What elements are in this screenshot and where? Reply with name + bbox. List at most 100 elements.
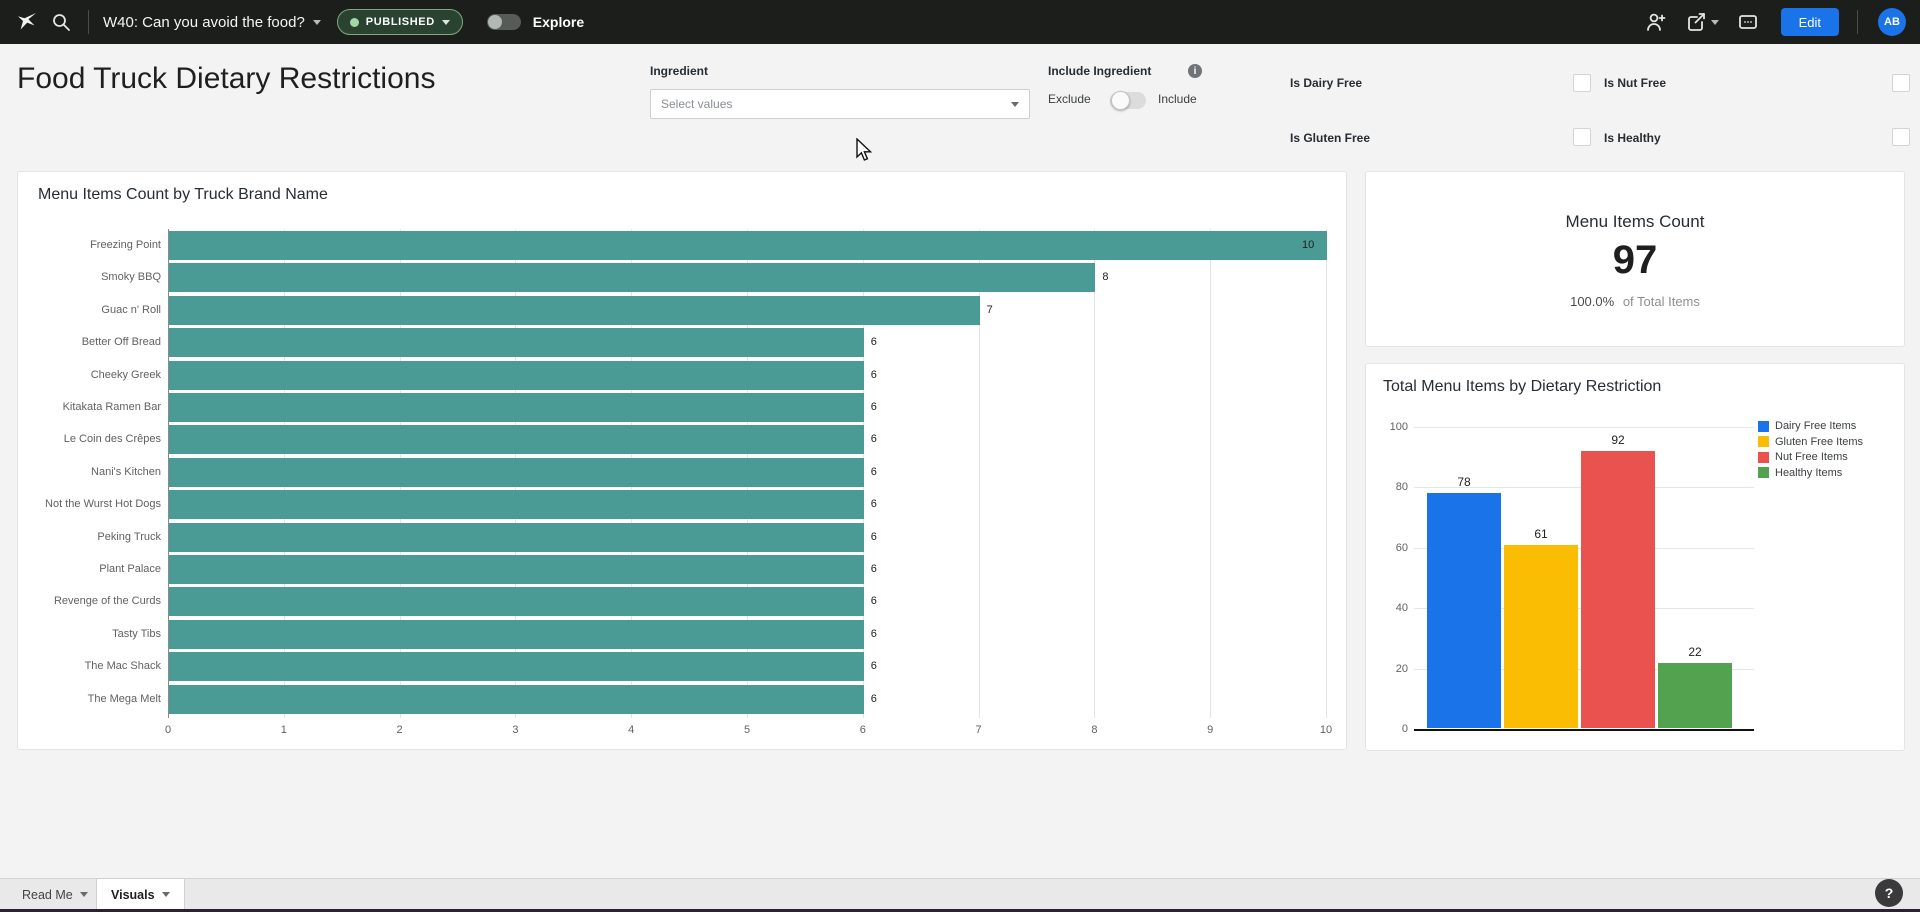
bar-category-label: Cheeky Greek [90, 368, 161, 381]
bar[interactable] [169, 457, 864, 487]
info-icon[interactable]: i [1188, 64, 1202, 78]
kpi-percent-suffix: of Total Items [1622, 294, 1700, 309]
chevron-down-icon [1710, 19, 1719, 25]
x-axis-tick-label: 3 [512, 724, 519, 736]
bar[interactable] [169, 555, 864, 584]
tab-read-me[interactable]: Read Me [8, 879, 102, 910]
x-axis-tick-label: 2 [396, 724, 403, 736]
search-icon[interactable] [42, 3, 80, 41]
page-title: Food Truck Dietary Restrictions [17, 62, 436, 95]
bar-value-label: 6 [870, 692, 877, 705]
ingredient-filter-label: Ingredient [650, 64, 709, 78]
bar[interactable] [169, 490, 864, 520]
y-axis-tick-label: 80 [1395, 481, 1408, 494]
bar-category-label: Better Off Bread [81, 336, 161, 349]
topbar-divider [1857, 10, 1858, 34]
bar[interactable] [169, 360, 864, 390]
bar-category-label: Tasty Tibs [112, 627, 161, 640]
legend-swatch [1758, 420, 1769, 432]
dashboard-title: W40: Can you avoid the food? [103, 13, 305, 31]
y-axis-tick-label: 100 [1389, 421, 1408, 433]
bar[interactable] [169, 295, 980, 325]
status-dot-icon [349, 17, 359, 27]
is-healthy-checkbox[interactable] [1892, 128, 1910, 146]
legend-swatch [1758, 467, 1769, 478]
y-axis-tick-label: 0 [1401, 723, 1408, 735]
legend-label: Dairy Free Items [1775, 420, 1857, 432]
chevron-down-icon [441, 19, 450, 25]
bar-value-label: 6 [870, 368, 877, 381]
explore-toggle[interactable] [486, 14, 521, 30]
gridline [1326, 229, 1327, 718]
mouse-cursor [856, 138, 873, 161]
published-status-button[interactable]: PUBLISHED [336, 9, 463, 35]
tab-label: Visuals [111, 887, 155, 902]
bar-category-label: Plant Palace [99, 563, 161, 575]
bar-value-label: 10 [1302, 239, 1315, 251]
bar-category-label: Not the Wurst Hot Dogs [45, 498, 161, 511]
tile-menu-items-by-truck: Menu Items Count by Truck Brand Name 0 1 2… [17, 171, 1347, 750]
bar-category-label: Smoky BBQ [101, 271, 161, 284]
include-ingredient-label: Include Ingredient [1048, 64, 1152, 78]
legend-item[interactable]: Dairy Free Items [1758, 420, 1856, 432]
include-ingredient-toggle[interactable] [1110, 91, 1146, 110]
gridline [1094, 229, 1096, 718]
kpi-subtitle: 100.0% of Total Items [1366, 294, 1904, 309]
tile-title: Menu Items Count by Truck Brand Name [38, 186, 328, 203]
bar-value-label: 78 [1457, 475, 1471, 490]
y-axis-tick-label: 60 [1395, 541, 1408, 554]
bar[interactable] [169, 393, 864, 422]
add-user-icon[interactable] [1637, 3, 1675, 41]
bar[interactable] [169, 425, 864, 455]
top-bar: W40: Can you avoid the food? PUBLISHED E… [0, 0, 1920, 44]
legend-swatch [1758, 436, 1769, 447]
legend-item[interactable]: Healthy Items [1758, 467, 1842, 479]
looker-logo-icon[interactable] [12, 7, 42, 37]
bar-value-label: 8 [1102, 271, 1109, 284]
x-axis-tick-label: 6 [859, 724, 866, 736]
legend-item[interactable]: Gluten Free Items [1758, 436, 1863, 448]
edit-button[interactable]: Edit [1780, 8, 1839, 36]
bar[interactable] [1658, 662, 1732, 728]
ingredient-select[interactable]: Select values [650, 89, 1030, 119]
gridline [1414, 427, 1754, 428]
bar-value-label: 6 [870, 401, 877, 413]
legend-label: Healthy Items [1775, 466, 1843, 479]
dashboard-title-dropdown[interactable]: W40: Can you avoid the food? [103, 14, 321, 31]
schedule-send-icon[interactable] [1679, 3, 1725, 41]
bar[interactable] [169, 619, 864, 649]
bar[interactable] [169, 522, 864, 552]
is-nut-free-checkbox[interactable] [1892, 74, 1910, 92]
x-axis-tick-label: 7 [975, 724, 982, 736]
bar[interactable] [169, 587, 864, 617]
bar[interactable] [169, 328, 864, 358]
tab-visuals[interactable]: Visuals [96, 879, 185, 910]
is-gluten-free-checkbox[interactable] [1573, 128, 1591, 146]
is-gluten-free-label: Is Gluten Free [1290, 131, 1371, 145]
bar-value-label: 6 [870, 498, 877, 511]
chevron-down-icon [1011, 101, 1019, 107]
bar[interactable] [169, 231, 1327, 260]
bar-category-label: Freezing Point [90, 239, 161, 251]
bar[interactable] [1581, 451, 1655, 728]
bar[interactable] [169, 263, 1096, 293]
gridline [978, 229, 980, 718]
help-button[interactable]: ? [1875, 879, 1903, 907]
bar[interactable] [1427, 493, 1501, 728]
is-healthy-label: Is Healthy [1604, 131, 1661, 145]
bar[interactable] [1504, 544, 1578, 728]
bar[interactable] [169, 652, 864, 682]
bar-value-label: 92 [1611, 433, 1625, 448]
x-axis-tick-label: 4 [628, 724, 635, 736]
comments-icon[interactable] [1729, 3, 1767, 41]
legend-item[interactable]: Nut Free Items [1758, 451, 1848, 463]
tile-title: Total Menu Items by Dietary Restriction [1383, 378, 1662, 395]
bar-value-label: 6 [870, 563, 877, 575]
include-label: Include [1158, 92, 1197, 106]
bottom-tab-bar: Read Me Visuals [0, 878, 1920, 910]
kpi-value[interactable]: 97 [1612, 238, 1658, 282]
avatar[interactable]: AB [1878, 8, 1906, 36]
bar[interactable] [169, 684, 864, 714]
is-dairy-free-checkbox[interactable] [1573, 74, 1591, 92]
tile-title: Menu Items Count [1565, 212, 1705, 231]
